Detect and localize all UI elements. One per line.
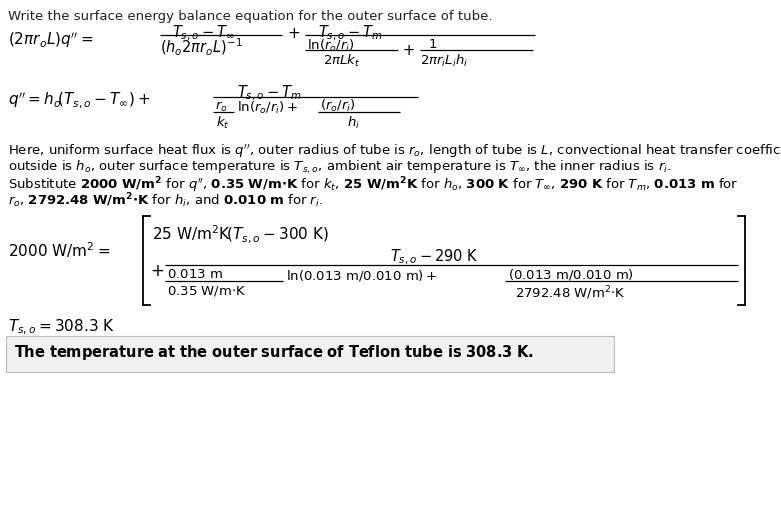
Text: outside is $h_o$, outer surface temperature is $T_{s,o}$, ambient air temperatur: outside is $h_o$, outer surface temperat… [8, 159, 671, 176]
Text: $\ln(r_o/r_i)$: $\ln(r_o/r_i)$ [307, 38, 355, 54]
Text: $\text{ln}(r_o/r_i)+$: $\text{ln}(r_o/r_i)+$ [237, 100, 298, 116]
Text: $2\pi Lk_t$: $2\pi Lk_t$ [323, 53, 360, 69]
Text: $T_{s,o}-290\ \mathrm{K}$: $T_{s,o}-290\ \mathrm{K}$ [390, 248, 479, 267]
Text: $2000\ \mathrm{W/m^2}=$: $2000\ \mathrm{W/m^2}=$ [8, 240, 110, 260]
Text: $(0.013\ \mathrm{m}/0.010\ \mathrm{m})$: $(0.013\ \mathrm{m}/0.010\ \mathrm{m})$ [508, 267, 634, 282]
Text: $(r_o/r_i)$: $(r_o/r_i)$ [320, 98, 355, 114]
Text: $r_o$: $r_o$ [215, 100, 228, 114]
Text: $r_o$, $\mathbf{2792.48\ W/m^2{\cdot}K}$ for $h_i$, and $\mathbf{0.010\ m}$ for : $r_o$, $\mathbf{2792.48\ W/m^2{\cdot}K}$… [8, 191, 323, 210]
Text: $\mathbf{The\ temperature\ at\ the\ outer\ surface\ of\ Teflon\ tube\ is\ 308.3\: $\mathbf{The\ temperature\ at\ the\ oute… [14, 343, 534, 361]
Text: $(2\pi r_o L)q^{\prime\prime}=$: $(2\pi r_o L)q^{\prime\prime}=$ [8, 30, 94, 50]
Text: Substitute $\mathbf{2000\ W/m^2}$ for $q^{\prime\prime}$, $\mathbf{0.35\ W/m{\cd: Substitute $\mathbf{2000\ W/m^2}$ for $q… [8, 175, 738, 195]
Text: Here, uniform surface heat flux is $q^{\prime\prime}$, outer radius of tube is $: Here, uniform surface heat flux is $q^{\… [8, 143, 781, 161]
Text: $\mathrm{ln}(0.013\ \mathrm{m}/0.010\ \mathrm{m})+$: $\mathrm{ln}(0.013\ \mathrm{m}/0.010\ \m… [286, 268, 437, 283]
Text: $0.013\ \mathrm{m}$: $0.013\ \mathrm{m}$ [167, 268, 223, 281]
Text: $+$: $+$ [402, 43, 415, 58]
Text: $h_i$: $h_i$ [347, 115, 360, 131]
Text: $(h_o 2\pi r_o L)^{-1}$: $(h_o 2\pi r_o L)^{-1}$ [160, 37, 243, 58]
Text: $+$: $+$ [287, 26, 300, 41]
Text: $+$: $+$ [150, 262, 164, 280]
Text: $2792.48\ \mathrm{W/m^2{\cdot}K}$: $2792.48\ \mathrm{W/m^2{\cdot}K}$ [515, 284, 626, 302]
Text: $25\ \mathrm{W/m^2K}\!\left(T_{s,o}-300\ \mathrm{K}\right)$: $25\ \mathrm{W/m^2K}\!\left(T_{s,o}-300\… [152, 223, 329, 245]
Text: $T_{s,o}=308.3\ \mathrm{K}$: $T_{s,o}=308.3\ \mathrm{K}$ [8, 318, 115, 337]
Text: $2\pi r_i L_i h_i$: $2\pi r_i L_i h_i$ [420, 53, 468, 69]
Text: $q^{\prime\prime}=h_o\!\left(T_{s,o}-T_{\infty}\right)+$: $q^{\prime\prime}=h_o\!\left(T_{s,o}-T_{… [8, 90, 150, 110]
Text: $0.35\ \mathrm{W/m{\cdot}K}$: $0.35\ \mathrm{W/m{\cdot}K}$ [167, 284, 246, 298]
FancyBboxPatch shape [6, 336, 614, 372]
Text: Write the surface energy balance equation for the outer surface of tube.: Write the surface energy balance equatio… [8, 10, 493, 23]
Text: $1$: $1$ [428, 38, 437, 51]
Text: $T_{s,o}-T_m$: $T_{s,o}-T_m$ [318, 24, 383, 43]
Text: $T_{s,o}-T_{\infty}$: $T_{s,o}-T_{\infty}$ [172, 24, 234, 43]
Text: $T_{s,o}-T_m$: $T_{s,o}-T_m$ [237, 84, 301, 103]
Text: $k_t$: $k_t$ [216, 115, 230, 131]
